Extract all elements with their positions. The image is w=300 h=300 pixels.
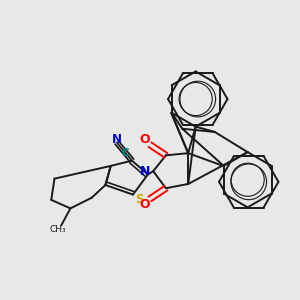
Text: N: N [140,165,150,178]
Text: O: O [140,133,150,146]
Text: N: N [112,133,122,146]
Text: C: C [122,148,129,158]
Text: S: S [135,194,144,206]
Text: CH₃: CH₃ [50,225,66,234]
Text: O: O [140,198,150,211]
